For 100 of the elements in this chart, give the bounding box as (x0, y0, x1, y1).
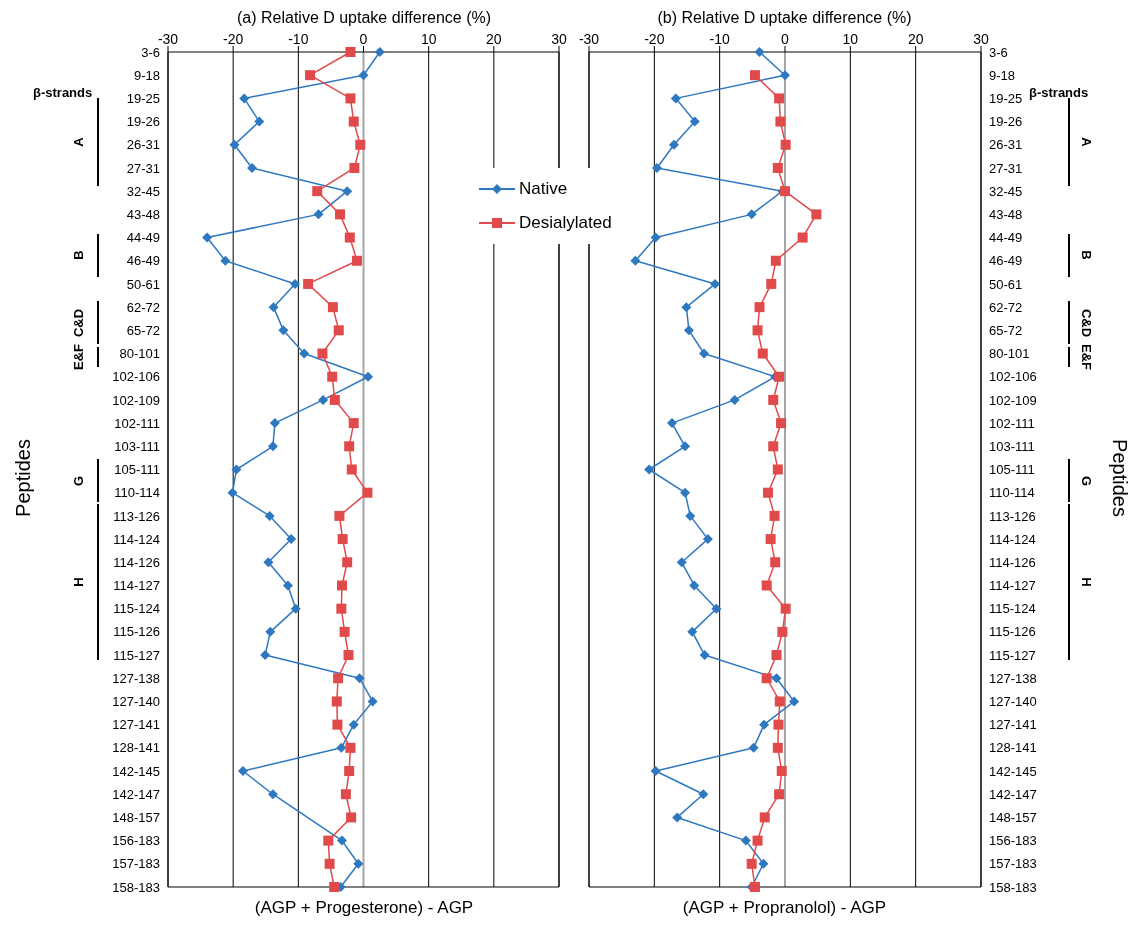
y-tick-label: 65-72 (989, 322, 1023, 338)
y-tick-label: 113-126 (113, 508, 160, 524)
x-axis-title: (AGP + Progesterone) - AGP (253, 898, 475, 918)
y-tick-label: 19-25 (989, 91, 1023, 106)
y-tick-label: 62-72 (126, 299, 160, 315)
y-tick-label: 113-126 (989, 508, 1036, 524)
point (749, 70, 760, 81)
y-tick-label: 148-157 (989, 810, 1037, 826)
point (683, 325, 694, 336)
y-tick-label: 102-109 (112, 392, 160, 408)
y-tick-label: 105-111 (989, 462, 1035, 478)
y-tick-label: 102-109 (989, 392, 1037, 408)
point (290, 278, 301, 289)
y-tick-label: 26-31 (126, 137, 160, 153)
point (348, 116, 359, 127)
point (772, 464, 783, 475)
point (780, 139, 791, 150)
y-tick-label: 114-124 (989, 531, 1036, 547)
y-tick-label: 158-183 (112, 879, 160, 895)
point (318, 394, 329, 405)
point (775, 116, 786, 127)
x-tick-label: 20 (486, 31, 502, 47)
point (702, 534, 713, 545)
y-tick-label: 158-183 (989, 879, 1037, 895)
point (260, 650, 271, 661)
x-tick-label: -20 (644, 31, 665, 47)
point (746, 209, 757, 220)
point (344, 441, 355, 452)
y-tick-label: 9-18 (989, 67, 1016, 83)
point (681, 302, 692, 313)
x-tick-label: 20 (907, 31, 924, 47)
point (811, 209, 822, 220)
point (685, 510, 696, 521)
y-tick-label: 46-49 (989, 253, 1023, 269)
point (668, 139, 679, 150)
y-tick-label: 105-111 (114, 462, 160, 478)
point (698, 348, 709, 359)
point (771, 650, 782, 661)
point (777, 626, 788, 637)
y-tick-label: 43-48 (126, 206, 160, 222)
x-tick-label: 10 (842, 31, 859, 47)
y-tick-label: 26-31 (989, 137, 1023, 153)
point (299, 348, 310, 359)
point (754, 47, 765, 57)
point (774, 789, 785, 800)
y-tick-label: 103-111 (989, 438, 1035, 454)
y-tick-label: 19-26 (126, 114, 160, 130)
point (227, 487, 238, 498)
point (672, 812, 683, 823)
point (290, 603, 301, 614)
chart-title: (a) Relative D uptake difference (%) (235, 8, 492, 28)
point (336, 603, 347, 614)
point (327, 371, 338, 382)
y-tick-label: 127-140 (112, 694, 160, 710)
y-tick-label: 115-126 (113, 624, 160, 640)
point (264, 510, 275, 521)
y-axis-title: Peptides (11, 439, 35, 517)
y-tick-label: 43-48 (989, 206, 1023, 222)
point (766, 278, 777, 289)
point (752, 835, 763, 846)
y-tick-label: 142-147 (989, 786, 1037, 802)
point (776, 418, 787, 429)
point (774, 371, 785, 382)
point (776, 766, 787, 777)
point (220, 255, 231, 266)
point (333, 673, 344, 684)
text: C&D (1078, 308, 1094, 337)
point (267, 441, 278, 452)
point (772, 742, 783, 753)
point (265, 626, 276, 637)
point (772, 162, 783, 173)
y-tick-label: 156-183 (112, 833, 160, 849)
point (355, 139, 366, 150)
text: H (70, 577, 86, 588)
point (752, 325, 763, 336)
point (346, 812, 357, 823)
point (676, 557, 687, 568)
y-tick-label: 115-127 (113, 647, 160, 663)
point (239, 93, 250, 104)
y-tick-label: 80-101 (119, 346, 160, 362)
point (761, 673, 772, 684)
x-tick-label: 30 (973, 31, 989, 47)
point (345, 742, 356, 753)
y-tick-label: 110-114 (989, 485, 1035, 501)
text: E&F (70, 343, 86, 370)
point (268, 302, 279, 313)
point (332, 719, 343, 730)
point (362, 487, 373, 498)
y-tick-label: 127-138 (989, 670, 1037, 686)
x-tick-label: -20 (223, 31, 244, 47)
text: A (70, 137, 86, 147)
point (710, 278, 721, 289)
point (329, 882, 340, 892)
point (344, 766, 355, 777)
point (351, 255, 362, 266)
y-tick-label: 65-72 (126, 322, 160, 338)
y-tick-label: 114-124 (113, 531, 160, 547)
point (229, 139, 240, 150)
y-tick-label: 46-49 (126, 253, 160, 269)
point (313, 209, 324, 220)
